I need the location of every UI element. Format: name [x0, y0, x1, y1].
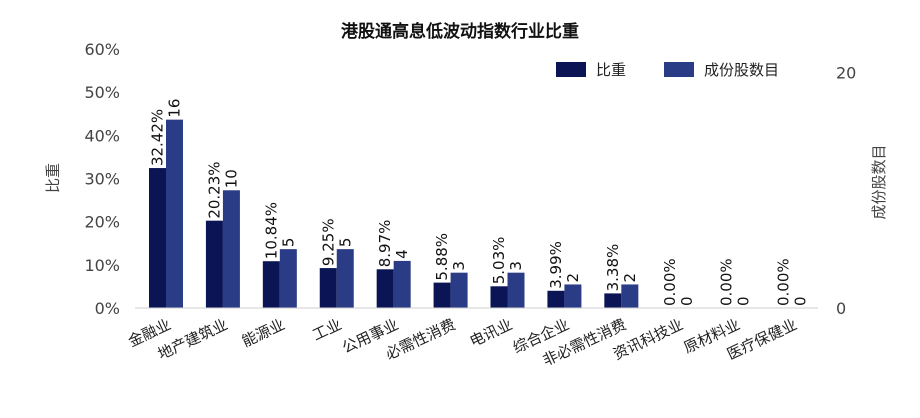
data-label-count: 3: [507, 261, 525, 271]
bar-count: [279, 249, 297, 308]
bar-count: [564, 284, 582, 308]
y-tick-label: 0%: [95, 299, 120, 318]
data-label-weight: 32.42%: [149, 109, 167, 166]
data-label-weight: 5.88%: [433, 233, 451, 281]
y-tick-label: 40%: [84, 126, 120, 145]
y2-tick-label: 20: [836, 64, 856, 83]
bar-weight: [205, 220, 223, 308]
left-axis-ticks: 0% 10% 20% 30% 40% 50% 60%: [84, 40, 120, 318]
bar-weight: [376, 269, 394, 308]
y-tick-label: 60%: [84, 40, 120, 59]
data-label-count: 0: [678, 296, 696, 306]
category-label: 电讯业: [467, 315, 515, 350]
bar-count: [621, 284, 639, 308]
y-tick-label: 30%: [84, 170, 120, 189]
legend-swatch-count: [664, 62, 694, 77]
y-tick-label: 50%: [84, 83, 120, 102]
data-label-weight: 0.00%: [718, 258, 736, 306]
data-label-weight: 20.23%: [205, 161, 223, 218]
legend-label-weight: 比重: [596, 61, 626, 79]
data-label-count: 5: [336, 238, 354, 248]
data-label-count: 0: [792, 296, 810, 306]
bar-count: [222, 190, 240, 308]
y-axis-title: 比重: [44, 163, 62, 193]
y-tick-label: 10%: [84, 256, 120, 275]
bar-count: [507, 272, 525, 308]
bar-weight: [149, 168, 166, 308]
data-label-count: 4: [393, 249, 411, 259]
data-label-count: 10: [222, 169, 240, 188]
legend-swatch-weight: [556, 62, 586, 77]
data-label-weight: 8.97%: [376, 220, 394, 268]
bar-weight: [319, 268, 337, 308]
bar-weight: [262, 261, 280, 308]
bar-weight: [490, 286, 508, 308]
data-label-weight: 0.00%: [661, 258, 679, 306]
y2-tick-label: 0: [836, 299, 846, 318]
data-label-count: 2: [564, 273, 582, 283]
y2-axis-title: 成份股数目: [870, 144, 888, 219]
data-label-count: 2: [621, 273, 639, 283]
right-axis-ticks: 0 20: [836, 64, 856, 318]
chart-title: 港股通高息低波动指数行业比重: [341, 21, 579, 42]
data-label-count: 5: [279, 238, 297, 248]
data-label-weight: 3.99%: [547, 241, 565, 289]
bars: [149, 119, 639, 309]
y-tick-label: 20%: [84, 213, 120, 232]
bar-count: [336, 249, 354, 308]
bar-count: [166, 119, 183, 309]
data-label-count: 3: [450, 261, 468, 271]
data-label-weight: 0.00%: [775, 258, 793, 306]
data-label-weight: 5.03%: [490, 237, 508, 285]
data-label-count: 16: [166, 99, 184, 118]
bar-weight: [604, 293, 622, 308]
data-label-weight: 10.84%: [262, 202, 280, 259]
category-label: 能源业: [239, 315, 287, 350]
bar-count: [450, 272, 468, 308]
bar-weight: [547, 290, 565, 308]
legend: 比重 成份股数目: [556, 61, 779, 79]
bar-count: [393, 260, 411, 308]
data-label-weight: 3.38%: [604, 244, 622, 292]
bar-weight: [433, 282, 451, 308]
data-label-count: 0: [735, 296, 753, 306]
legend-label-count: 成份股数目: [704, 61, 779, 79]
data-label-weight: 9.25%: [319, 218, 337, 266]
